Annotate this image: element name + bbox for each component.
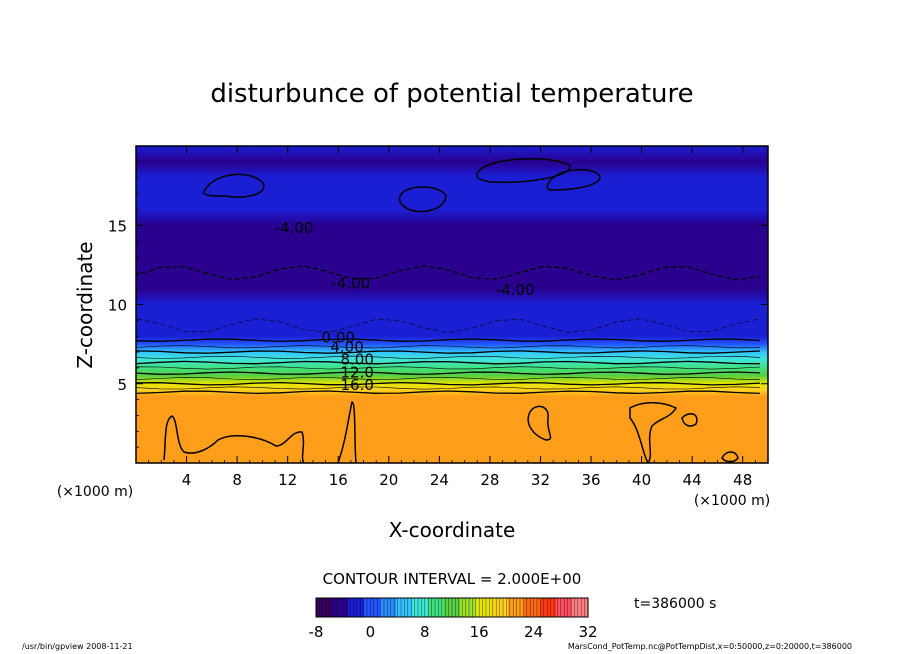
footer-left: /usr/bin/gpview 2008-11-21 <box>22 642 133 651</box>
contour-line <box>136 381 761 386</box>
x-tick-label: 16 <box>329 471 348 489</box>
x-tick-label: 12 <box>278 471 297 489</box>
time-label: t=386000 s <box>634 596 716 612</box>
contour-line <box>136 366 761 370</box>
colorbar-segment <box>540 598 557 617</box>
colorbar-tick-label: -8 <box>309 623 324 641</box>
contour-line <box>136 338 761 343</box>
colorbar-segment <box>508 598 525 617</box>
x-tick-label: 8 <box>232 471 242 489</box>
contour-label: -4.00 <box>275 219 314 237</box>
colorbar-tick-label: 16 <box>470 623 489 641</box>
x-tick-label: 44 <box>683 471 702 489</box>
contour-line <box>136 371 761 376</box>
contour-blob <box>546 168 601 191</box>
chart-title: disturbunce of potential temperature <box>210 79 693 109</box>
contour-blob <box>721 451 739 463</box>
contour-line <box>136 360 761 365</box>
x-unit-label: (×1000 m) <box>694 493 770 509</box>
x-tick-label: 20 <box>379 471 398 489</box>
contour-line <box>136 350 761 354</box>
colorbar-segment <box>460 598 477 617</box>
contour-line <box>136 318 761 333</box>
x-tick-label: 40 <box>632 471 651 489</box>
contour-blob <box>681 413 698 427</box>
x-tick-label: 32 <box>531 471 550 489</box>
colorbar-tick-label: 24 <box>524 623 543 641</box>
x-tick-label: 24 <box>430 471 449 489</box>
colorbar-segment <box>316 598 333 617</box>
contour-blob <box>629 402 678 463</box>
colorbar-segment <box>332 598 349 617</box>
colorbar-ticks: -8 0 8 16 24 32 <box>309 623 598 641</box>
x-tick-label: 36 <box>581 471 600 489</box>
colorbar-tick-label: 32 <box>578 623 597 641</box>
contour-blob <box>337 401 357 463</box>
contour-label: 0.00 <box>322 329 355 347</box>
contour-blob <box>203 173 265 198</box>
z-unit-label: (×1000 m) <box>57 484 133 500</box>
colorbar-segment <box>412 598 429 617</box>
contour-blob <box>527 405 552 441</box>
contour-label: 16.0 <box>340 376 373 394</box>
x-axis-label: X-coordinate <box>389 518 516 542</box>
colorbar-segment <box>492 598 509 617</box>
contour-interval-label: CONTOUR INTERVAL = 2.000E+00 <box>323 570 582 588</box>
y-tick-label: 5 <box>117 376 127 394</box>
x-tick-label: 48 <box>733 471 752 489</box>
colorbar-segment <box>428 598 445 617</box>
contour-blobs <box>163 158 739 463</box>
contour-label: 4.00 <box>330 338 363 356</box>
contour-line <box>136 386 761 390</box>
y-axis-label: Z-coordinate <box>73 241 97 368</box>
colorbar-segment <box>348 598 365 617</box>
colorbar-tick-label: 0 <box>366 623 376 641</box>
contour-label: 12.0 <box>340 363 373 381</box>
y-tick-label: 10 <box>108 297 127 315</box>
x-axis: 4 8 12 16 20 24 28 32 36 40 44 48 <box>148 146 756 489</box>
contour-line <box>136 265 761 281</box>
y-tick-label: 15 <box>108 217 127 235</box>
contour-line <box>136 376 761 381</box>
contour-label: -4.00 <box>331 275 370 293</box>
contour-line <box>136 355 761 359</box>
contour-blob <box>398 186 447 213</box>
colorbar-segment <box>476 598 493 617</box>
contour-line <box>136 390 761 395</box>
contour-label: 8.00 <box>340 351 373 369</box>
x-tick-label: 4 <box>182 471 192 489</box>
colorbar-tick-label: 8 <box>420 623 430 641</box>
y-axis: 5 10 15 <box>108 161 768 448</box>
x-tick-label: 28 <box>480 471 499 489</box>
colorbar-segment <box>364 598 381 617</box>
colorbar-frame <box>315 597 589 618</box>
contour-blob <box>163 415 305 463</box>
colorbar-segment <box>444 598 461 617</box>
contour-line <box>136 345 761 349</box>
colorbar <box>315 597 589 618</box>
field-shading <box>136 146 768 463</box>
contour-lines <box>136 265 761 395</box>
footer-right: MarsCond_PotTemp.nc@PotTempDist,x=0:5000… <box>567 642 852 651</box>
colorbar-segment <box>524 598 541 617</box>
contour-label: -4.00 <box>496 281 535 299</box>
